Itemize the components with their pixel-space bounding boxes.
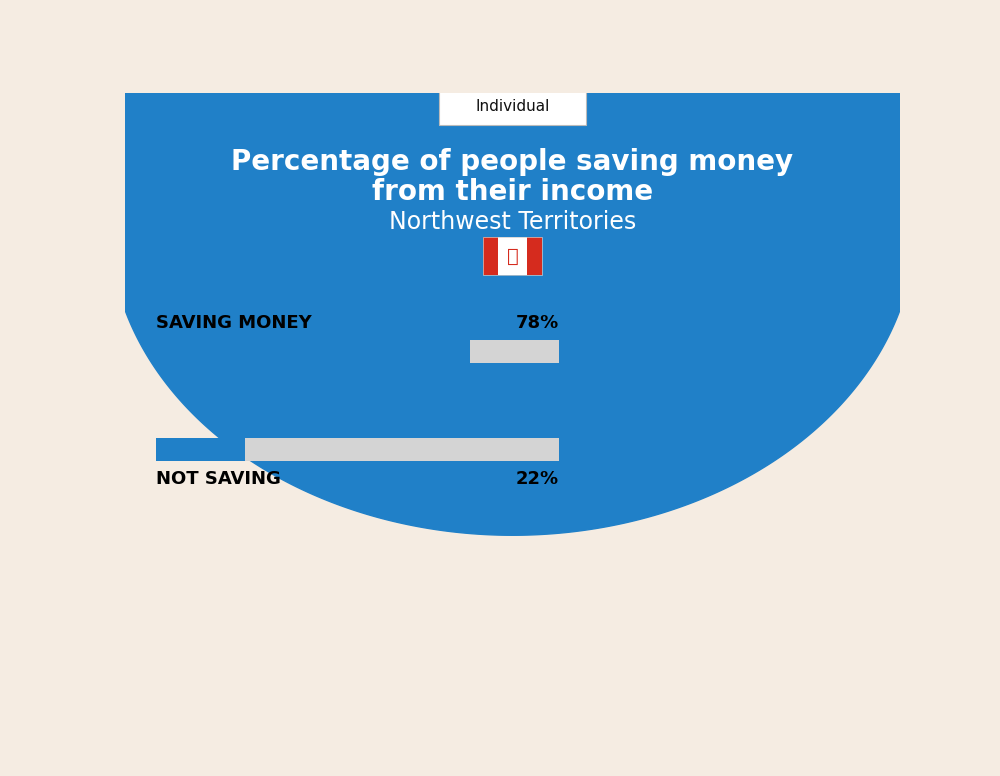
Bar (156, 438, 559, 461)
Bar (483, 237, 542, 275)
Text: 22%: 22% (516, 469, 559, 487)
Text: NOT SAVING: NOT SAVING (156, 469, 281, 487)
Bar (483, 237, 498, 275)
FancyBboxPatch shape (439, 88, 586, 125)
Text: from their income: from their income (372, 178, 653, 206)
Bar (156, 438, 245, 461)
Text: Individual: Individual (475, 99, 550, 114)
Text: 78%: 78% (516, 314, 559, 331)
Bar (527, 237, 542, 275)
Polygon shape (110, 0, 916, 535)
Bar (125, 93, 900, 224)
Text: Percentage of people saving money: Percentage of people saving money (231, 148, 794, 176)
Bar (156, 341, 470, 363)
Bar (483, 237, 542, 275)
Text: SAVING MONEY: SAVING MONEY (156, 314, 312, 331)
Bar (156, 341, 559, 363)
Text: 🍁: 🍁 (507, 247, 518, 265)
Text: Northwest Territories: Northwest Territories (389, 210, 636, 234)
